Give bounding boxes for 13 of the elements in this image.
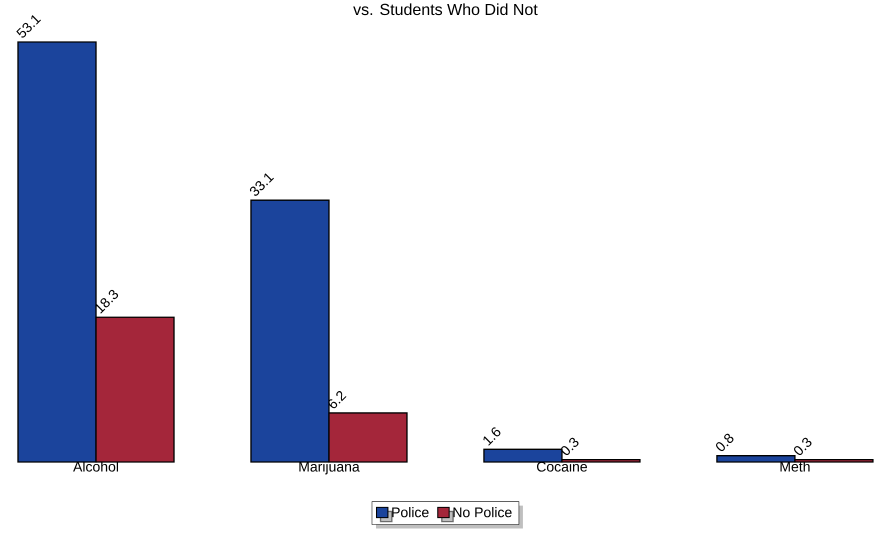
data-label: 0.3	[561, 438, 578, 456]
data-label: 0.8	[716, 434, 734, 452]
x-tick-label: Cocaine	[536, 461, 587, 472]
data-label: 33.1	[250, 173, 274, 196]
data-label: 0.3	[794, 438, 812, 456]
chart-title: vs. Students Who Did Not	[353, 3, 538, 16]
legend-label: No Police	[453, 507, 512, 518]
data-label: 53.1	[16, 15, 42, 38]
data-label: 1.6	[483, 427, 500, 446]
legend-label: Police	[392, 507, 429, 518]
x-tick-label: Meth	[780, 461, 810, 472]
x-tick-label: Marijuana	[299, 461, 360, 474]
x-tick-label: Alcohol	[73, 461, 118, 472]
